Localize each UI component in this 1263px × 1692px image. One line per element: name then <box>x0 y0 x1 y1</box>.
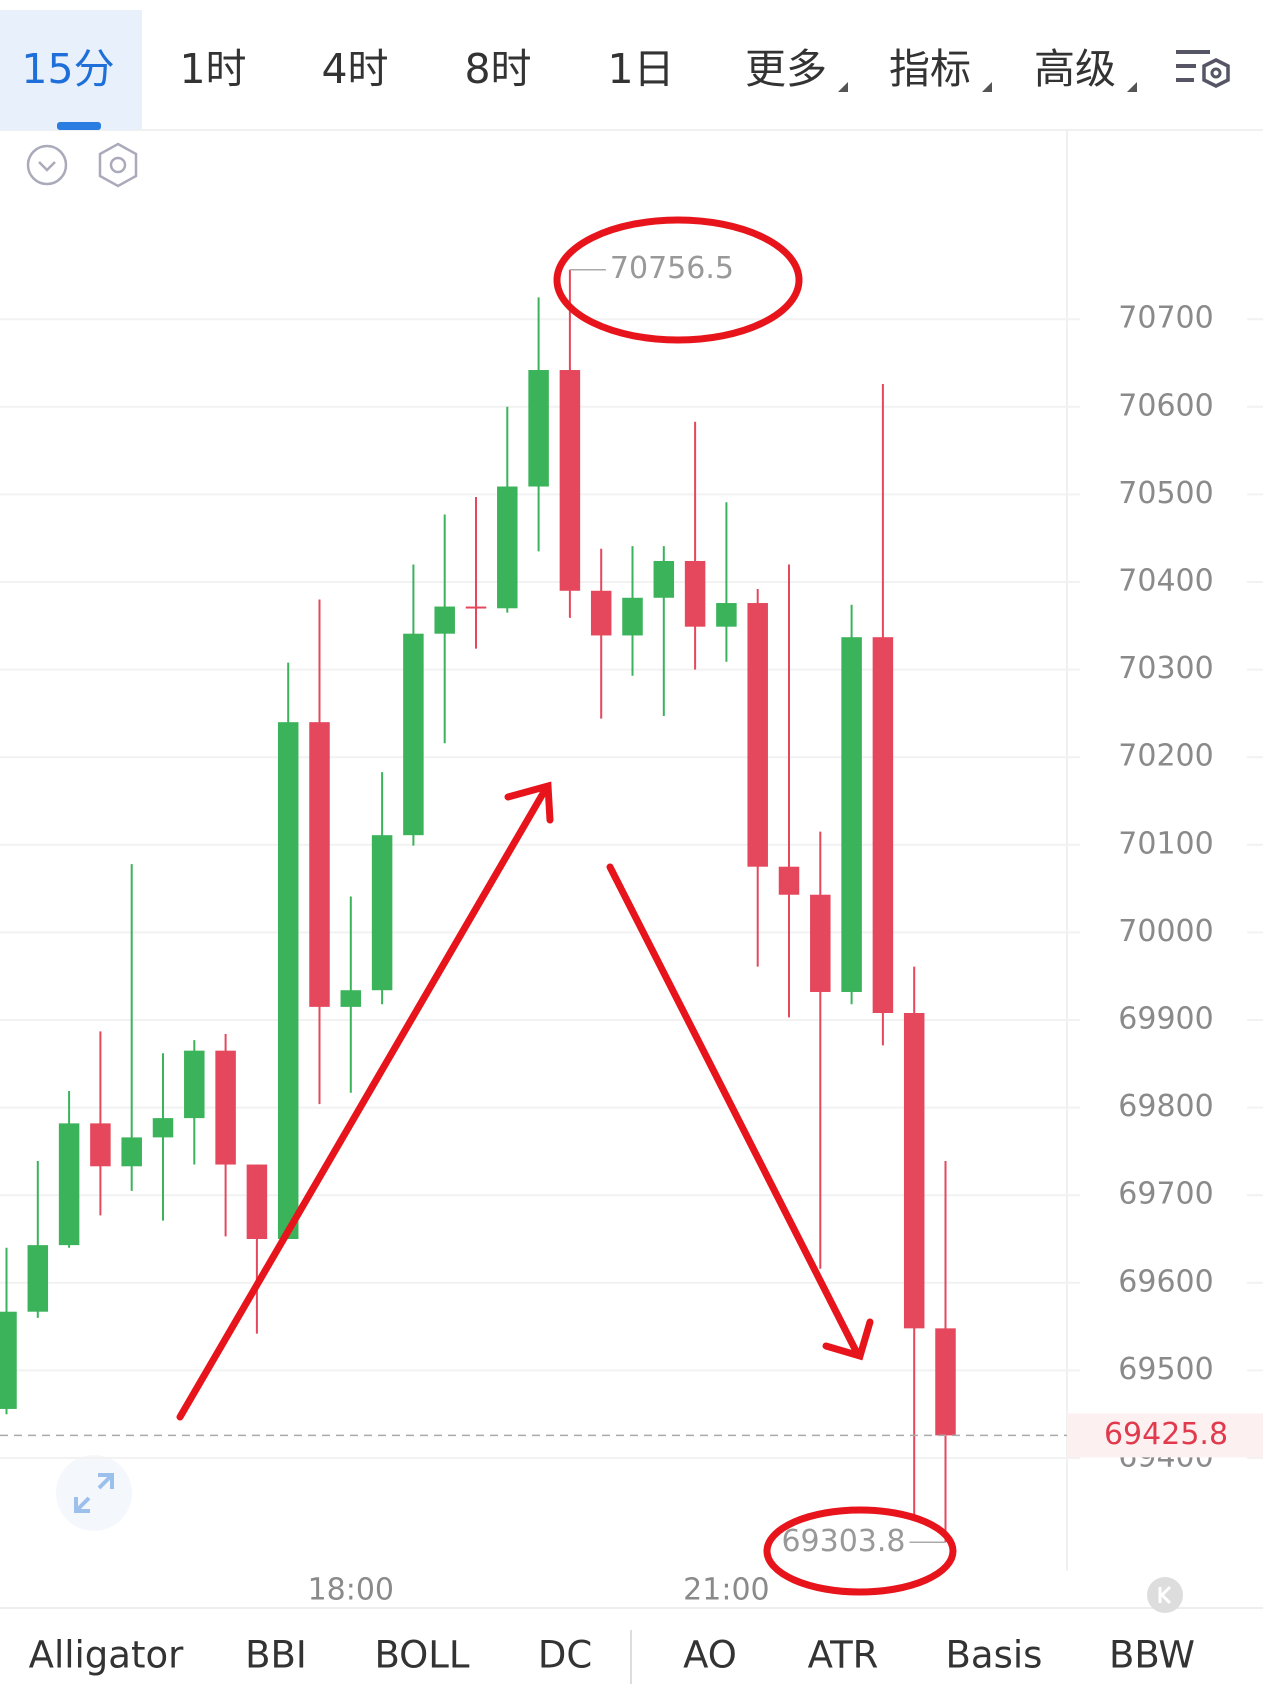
indicator-tab[interactable]: DC <box>538 1634 592 1677</box>
y-tick-label: 69600 <box>1118 1264 1213 1299</box>
active-tab-indicator <box>57 122 101 130</box>
candle-body <box>184 1050 205 1119</box>
candle-body <box>434 606 455 634</box>
settings-icon[interactable] <box>98 142 138 188</box>
candle-body <box>684 560 706 627</box>
up-arrow <box>176 786 549 1421</box>
chart-tools[interactable] <box>26 142 138 188</box>
annotations <box>176 216 957 1596</box>
candle-body <box>528 370 549 487</box>
low-circle <box>763 1506 957 1596</box>
candle-body <box>58 1123 80 1246</box>
y-tick-label: 70700 <box>1118 301 1213 336</box>
candle-body <box>215 1050 236 1165</box>
collapse-chevron <box>38 161 56 172</box>
candle-body <box>497 486 518 609</box>
candle-body <box>841 637 862 992</box>
layout-settings-icon[interactable] <box>1176 50 1230 88</box>
current-price-label: 69425.8 <box>1104 1417 1228 1452</box>
candle-body <box>27 1245 49 1312</box>
candle-body <box>653 560 675 598</box>
candle-body <box>935 1328 956 1436</box>
dropdown-marker <box>1127 82 1137 92</box>
tab-label[interactable]: 8时 <box>464 45 531 93</box>
indicator-tab[interactable]: AO <box>683 1634 737 1677</box>
candle-body <box>246 1164 268 1240</box>
candle-body <box>747 603 768 867</box>
tab-label[interactable]: 高级 <box>1034 45 1116 93</box>
candle-body <box>340 990 362 1007</box>
y-tick-label: 70500 <box>1118 476 1213 511</box>
indicator-tab[interactable]: ATR <box>808 1634 879 1677</box>
dropdown-marker <box>982 82 992 92</box>
tab-label[interactable]: 4时 <box>321 45 388 93</box>
candle-body <box>403 633 424 836</box>
candle-body <box>810 894 831 992</box>
y-tick-label: 70300 <box>1118 651 1213 686</box>
indicator-tab[interactable]: BBI <box>245 1634 307 1677</box>
candle-body <box>778 866 800 895</box>
expand-button[interactable] <box>56 1455 132 1531</box>
x-tick-label: 21:00 <box>683 1573 769 1608</box>
collapse-icon[interactable] <box>26 144 68 186</box>
dropdown-marker <box>838 82 848 92</box>
y-tick-label: 69800 <box>1118 1089 1213 1124</box>
candle-body <box>90 1123 111 1167</box>
y-tick-label: 69500 <box>1118 1352 1213 1387</box>
candle-body <box>309 722 330 1007</box>
candle-body <box>872 637 894 1013</box>
down-arrow-head <box>822 1318 874 1361</box>
y-tick-label: 70000 <box>1118 914 1213 949</box>
expand-icon <box>74 1473 114 1513</box>
x-tick-label: 18:00 <box>308 1573 394 1608</box>
tab-label[interactable]: 15分 <box>21 45 114 93</box>
candle-body <box>277 722 299 1240</box>
tab-label[interactable]: 1时 <box>179 45 246 93</box>
candle-body <box>152 1118 174 1138</box>
candle-body <box>590 590 612 636</box>
candle-body <box>0 1311 17 1409</box>
indicator-tab[interactable]: Alligator <box>29 1634 184 1677</box>
indicator-tab[interactable]: Basis <box>946 1634 1043 1677</box>
y-tick-label: 69700 <box>1118 1177 1213 1212</box>
candle-body <box>716 603 737 627</box>
y-tick-label: 70100 <box>1118 826 1213 861</box>
indicator-tab[interactable]: BOLL <box>374 1634 469 1677</box>
plot: 6940069500696006970069800699007000070100… <box>0 251 1263 1608</box>
max-label: 70756.5 <box>610 251 734 286</box>
tab-label[interactable]: 更多 <box>745 45 827 93</box>
min-label: 69303.8 <box>781 1524 905 1559</box>
candle-body <box>371 835 393 991</box>
scroll-latest[interactable] <box>1147 1577 1183 1613</box>
candle-body <box>622 597 643 636</box>
down-arrow <box>606 863 862 1359</box>
tab-label[interactable]: 指标 <box>889 45 971 93</box>
y-tick-label: 70600 <box>1118 388 1213 423</box>
indicator-tab[interactable]: BBW <box>1109 1634 1195 1677</box>
candle-body <box>121 1137 142 1167</box>
y-tick-label: 70200 <box>1118 739 1213 774</box>
expand-bg <box>56 1455 132 1531</box>
y-tick-label: 70400 <box>1118 564 1213 599</box>
settings-dot <box>109 156 127 174</box>
scroll-latest-icon <box>1159 1585 1172 1605</box>
candle-body <box>559 370 581 591</box>
candle-body <box>903 1012 925 1329</box>
y-tick-label: 69900 <box>1118 1002 1213 1037</box>
candle-body <box>465 606 487 609</box>
tab-label[interactable]: 1日 <box>607 45 674 93</box>
active-tab-bg <box>0 10 142 130</box>
up-arrow-head <box>504 781 554 824</box>
current-price-bg <box>1067 1413 1263 1458</box>
scroll-latest-bg <box>1147 1577 1183 1613</box>
high-circle <box>553 216 803 344</box>
